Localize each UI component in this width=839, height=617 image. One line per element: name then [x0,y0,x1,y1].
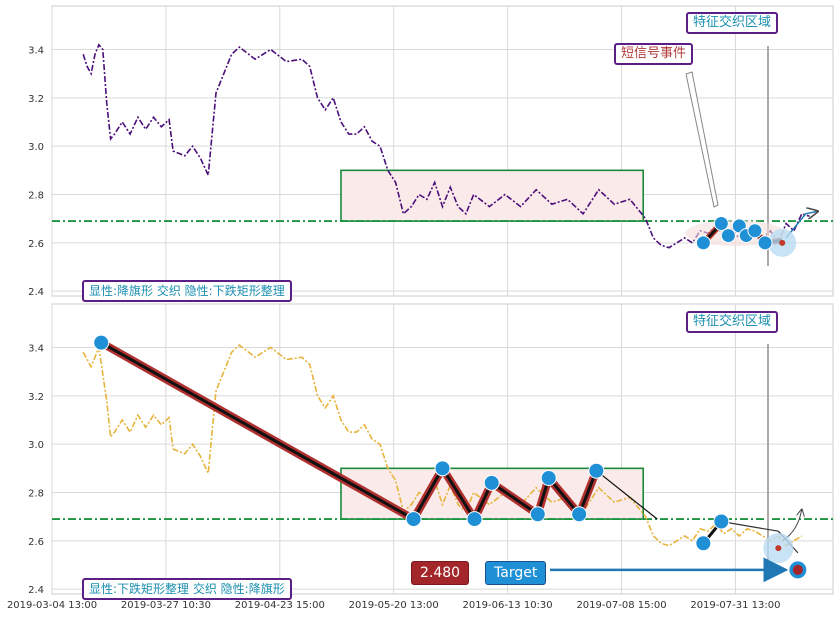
target-box: Target [485,561,547,585]
x-tick-label: 2019-07-31 13:00 [690,600,780,611]
top-panel-pattern-label: 显性:降旗形 交织 隐性:下跌矩形整理 [82,280,292,302]
pattern-marker [695,235,711,251]
rectangle-zone [340,169,645,222]
y-tick-label: 2.4 [28,585,44,596]
x-tick-label: 2019-04-23 15:00 [235,600,325,611]
y-tick-label: 2.8 [28,191,44,202]
pattern-marker [720,228,736,244]
x-tick-label: 2019-03-27 10:30 [121,600,211,611]
pattern-marker [713,513,730,530]
y-tick-label: 3.2 [28,94,44,105]
pattern-marker [571,506,588,523]
pattern-tail [596,470,658,520]
feature-region-label-bottom: 特征交织区域 [686,311,779,333]
pattern-marker [405,511,422,528]
x-tick-label: 2019-03-04 13:00 [7,600,97,611]
short-signal-event-label: 短信号事件 [614,43,694,65]
bottom-panel-pattern-label: 显性:下跌矩形整理 交织 隐性:降旗形 [82,578,292,600]
top-panel: 2.4 2.6 2.8 3.0 3.2 3.4 [28,5,834,298]
pattern-marker [466,511,483,528]
y-tick-label: 3.2 [28,392,44,403]
y-tick-label: 2.6 [28,537,44,548]
x-axis: 2019-03-04 13:00 2019-03-27 10:30 2019-04-… [7,600,781,611]
y-tick-label: 3.0 [28,440,44,451]
y-tick-label: 2.4 [28,287,44,298]
x-tick-label: 2019-05-20 13:00 [349,600,439,611]
pattern-marker [695,535,712,552]
price-value-box: 2.480 [411,561,470,585]
y-tick-label: 3.0 [28,142,44,153]
pattern-marker [747,223,763,239]
x-tick-label: 2019-06-13 10:30 [463,600,553,611]
y-tick-label: 2.8 [28,489,44,500]
event-pointer-arrow [685,71,719,208]
pattern-marker [713,216,729,231]
target-marker-center [792,564,803,575]
pattern-marker [540,470,557,486]
price-series-line [82,344,803,547]
bottom-panel: 2.4 2.6 2.8 3.0 3.2 3.4 [28,303,834,596]
pattern-marker [588,462,605,479]
pattern-marker [757,235,773,251]
feature-circle-center [779,239,786,246]
y-tick-label: 3.4 [28,46,44,57]
pattern-marker [483,474,500,491]
y-tick-label: 2.6 [28,239,44,250]
pattern-marker [93,334,110,351]
feature-circle-center [775,545,782,552]
pattern-marker [529,506,546,523]
feature-region-label-top: 特征交织区域 [686,12,779,34]
x-tick-label: 2019-07-08 15:00 [576,600,666,611]
pattern-marker [434,460,451,477]
y-tick-label: 3.4 [28,344,44,355]
